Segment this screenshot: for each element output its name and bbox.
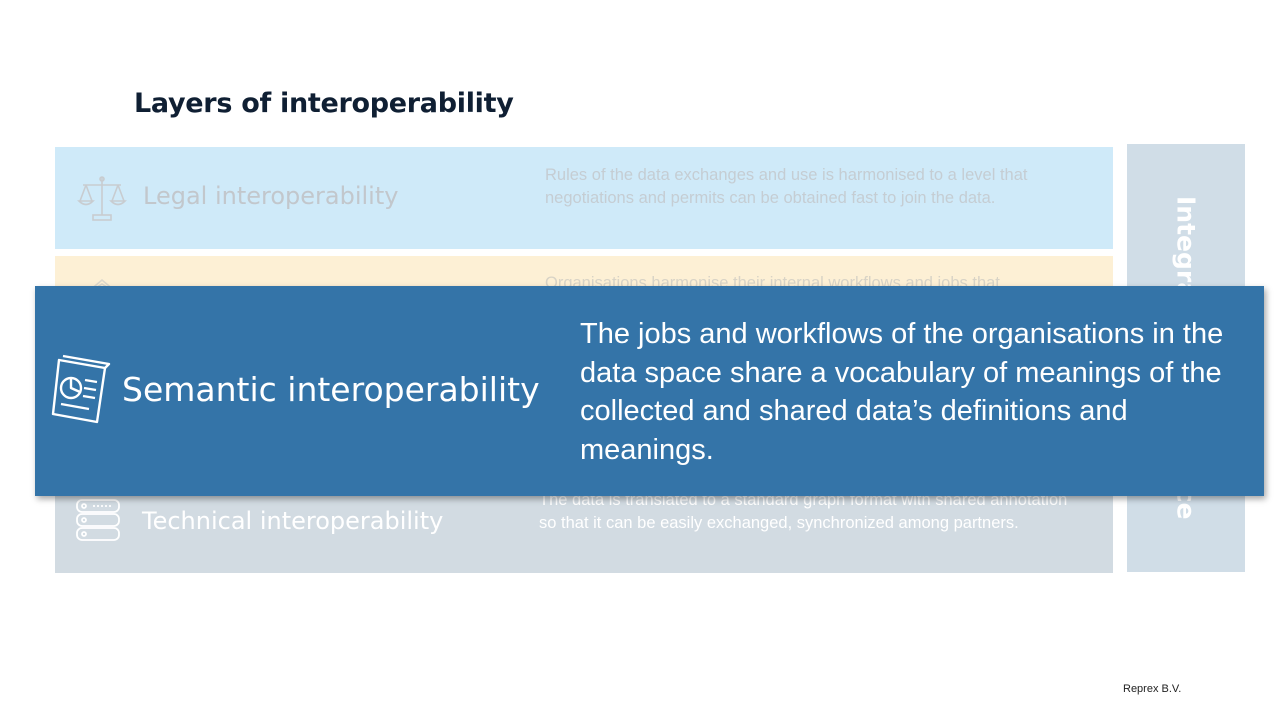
document-chart-icon xyxy=(49,352,115,433)
legal-layer-description: Rules of the data exchanges and use is h… xyxy=(545,166,1028,207)
slide-title: Layers of interoperability xyxy=(134,88,514,119)
legal-layer: Legal interoperability Rules of the data… xyxy=(55,147,1113,249)
technical-layer-name: Technical interoperability xyxy=(142,507,444,535)
footer-company: Reprex B.V. xyxy=(1123,683,1182,695)
semantic-highlight-panel: Semantic interoperability The jobs and w… xyxy=(35,286,1264,496)
semantic-layer-name: Semantic interoperability xyxy=(122,370,540,409)
legal-layer-name: Legal interoperability xyxy=(143,182,399,210)
technical-layer: Technical interoperability The data is t… xyxy=(55,490,1113,573)
semantic-layer-description: The jobs and workflows of the organisati… xyxy=(580,318,1224,466)
database-icon xyxy=(75,498,121,547)
scales-icon xyxy=(77,173,127,228)
